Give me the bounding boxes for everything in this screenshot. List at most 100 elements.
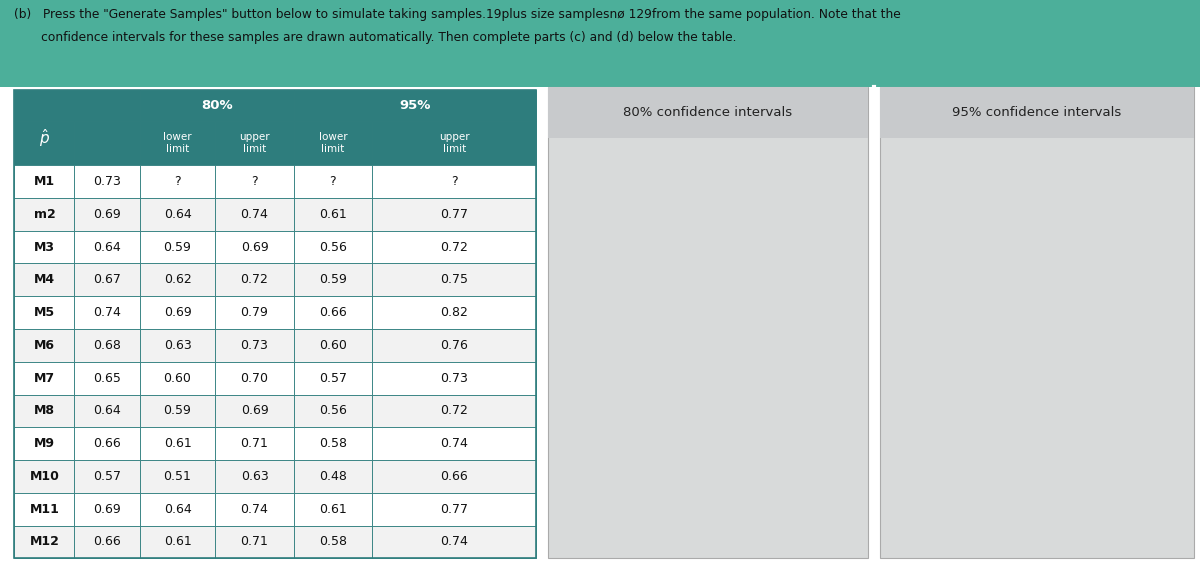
Bar bbox=[294, 263, 372, 296]
Bar bbox=[372, 428, 536, 460]
Text: confidence intervals for these samples are drawn automatically. Then complete pa: confidence intervals for these samples a… bbox=[14, 31, 737, 44]
Bar bbox=[215, 526, 294, 558]
Bar bbox=[372, 329, 536, 362]
Bar bbox=[139, 526, 215, 558]
Text: ?: ? bbox=[174, 175, 181, 188]
Text: 0.64: 0.64 bbox=[163, 503, 192, 515]
Bar bbox=[74, 329, 139, 362]
Bar bbox=[139, 296, 215, 329]
Text: 0.57: 0.57 bbox=[94, 470, 121, 483]
Text: 0.75: 0.75 bbox=[440, 274, 468, 287]
Bar bbox=[215, 198, 294, 231]
Bar bbox=[74, 198, 139, 231]
Bar bbox=[294, 329, 372, 362]
Text: 0.60: 0.60 bbox=[163, 372, 192, 385]
Bar bbox=[294, 493, 372, 526]
Text: 0.51: 0.51 bbox=[163, 470, 192, 483]
Bar bbox=[372, 362, 536, 395]
Bar bbox=[215, 395, 294, 428]
Text: 0.56: 0.56 bbox=[319, 241, 347, 254]
Text: 0.74: 0.74 bbox=[440, 437, 468, 450]
Text: 0.72: 0.72 bbox=[240, 274, 269, 287]
Bar bbox=[139, 90, 294, 121]
Text: M3: M3 bbox=[34, 241, 55, 254]
Text: M11: M11 bbox=[30, 503, 59, 515]
Text: upper
limit: upper limit bbox=[239, 132, 270, 154]
Text: 0.69: 0.69 bbox=[94, 503, 121, 515]
Text: 0.73: 0.73 bbox=[240, 339, 269, 352]
Text: 0.76: 0.76 bbox=[440, 339, 468, 352]
Text: 80% confidence intervals: 80% confidence intervals bbox=[624, 106, 792, 120]
Bar bbox=[215, 329, 294, 362]
Text: M12: M12 bbox=[30, 535, 59, 548]
Text: 0.77: 0.77 bbox=[440, 208, 468, 221]
Text: M8: M8 bbox=[34, 404, 55, 417]
Bar bbox=[14, 90, 139, 121]
Text: 0.66: 0.66 bbox=[319, 306, 347, 319]
Bar bbox=[294, 296, 372, 329]
Text: 0.74: 0.74 bbox=[240, 503, 269, 515]
Text: 0.58: 0.58 bbox=[319, 535, 347, 548]
Bar bbox=[139, 263, 215, 296]
Text: 0.64: 0.64 bbox=[94, 241, 121, 254]
Bar bbox=[14, 526, 74, 558]
Bar bbox=[215, 263, 294, 296]
Bar bbox=[215, 231, 294, 263]
Bar bbox=[372, 231, 536, 263]
Bar bbox=[372, 526, 536, 558]
Text: 0.64: 0.64 bbox=[94, 404, 121, 417]
Text: 80%: 80% bbox=[200, 99, 233, 112]
Text: 0.65: 0.65 bbox=[94, 372, 121, 385]
Text: 0.59: 0.59 bbox=[319, 274, 347, 287]
Bar bbox=[215, 362, 294, 395]
Bar bbox=[14, 362, 74, 395]
Bar bbox=[14, 428, 74, 460]
Bar bbox=[372, 263, 536, 296]
Text: 0.60: 0.60 bbox=[319, 339, 347, 352]
Text: 0.74: 0.74 bbox=[440, 535, 468, 548]
Bar bbox=[74, 165, 139, 198]
Text: 0.67: 0.67 bbox=[94, 274, 121, 287]
Bar bbox=[74, 526, 139, 558]
Text: ?: ? bbox=[251, 175, 258, 188]
Text: 0.68: 0.68 bbox=[94, 339, 121, 352]
Bar bbox=[14, 460, 74, 493]
Text: 0.69: 0.69 bbox=[163, 306, 192, 319]
Text: m2: m2 bbox=[34, 208, 55, 221]
Bar bbox=[139, 395, 215, 428]
Bar bbox=[14, 395, 74, 428]
Text: 0.72: 0.72 bbox=[440, 404, 468, 417]
Text: 0.59: 0.59 bbox=[163, 404, 192, 417]
Bar bbox=[14, 296, 74, 329]
Bar bbox=[215, 493, 294, 526]
Text: 0.73: 0.73 bbox=[440, 372, 468, 385]
Text: 0.71: 0.71 bbox=[240, 437, 269, 450]
Text: 0.63: 0.63 bbox=[241, 470, 269, 483]
Bar bbox=[294, 395, 372, 428]
Text: 0.69: 0.69 bbox=[94, 208, 121, 221]
Bar bbox=[14, 165, 74, 198]
Bar bbox=[74, 121, 139, 165]
Text: upper
limit: upper limit bbox=[439, 132, 469, 154]
Text: 0.77: 0.77 bbox=[440, 503, 468, 515]
Bar bbox=[14, 231, 74, 263]
Bar bbox=[294, 362, 372, 395]
Bar bbox=[14, 198, 74, 231]
Bar bbox=[372, 121, 536, 165]
Bar bbox=[74, 428, 139, 460]
Bar bbox=[74, 362, 139, 395]
Text: 0.61: 0.61 bbox=[163, 535, 192, 548]
Text: 0.73: 0.73 bbox=[94, 175, 121, 188]
Bar bbox=[14, 263, 74, 296]
Text: 0.59: 0.59 bbox=[163, 241, 192, 254]
Bar bbox=[74, 493, 139, 526]
Bar bbox=[139, 231, 215, 263]
Text: 0.48: 0.48 bbox=[319, 470, 347, 483]
Text: 0.62: 0.62 bbox=[163, 274, 192, 287]
Bar bbox=[139, 121, 215, 165]
Text: $\hat{p}$: $\hat{p}$ bbox=[38, 127, 50, 149]
Text: 0.56: 0.56 bbox=[319, 404, 347, 417]
Bar bbox=[14, 121, 74, 165]
Bar bbox=[372, 395, 536, 428]
Text: lower
limit: lower limit bbox=[318, 132, 347, 154]
